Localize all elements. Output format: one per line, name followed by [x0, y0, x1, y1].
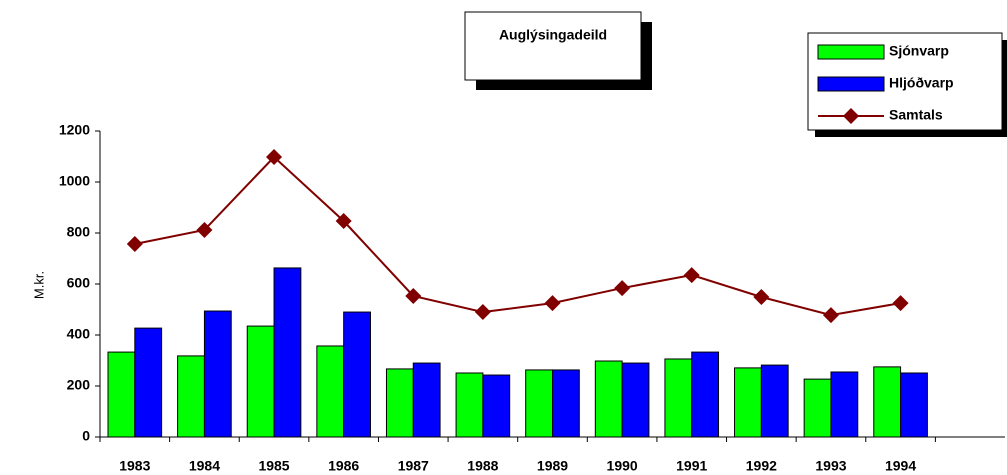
y-tick-label: 200	[67, 377, 91, 393]
legend-swatch	[817, 76, 885, 92]
bar	[107, 351, 136, 438]
chart-title: Auglýsingadeild	[499, 27, 607, 43]
bar	[900, 372, 928, 438]
y-axis-label: M.kr.	[31, 271, 46, 299]
bar	[246, 325, 275, 438]
legend-label: Hljóðvarp	[889, 75, 954, 91]
bar	[177, 355, 205, 438]
legend-label: Sjónvarp	[889, 43, 949, 59]
bar	[134, 327, 163, 438]
line-marker	[683, 267, 700, 284]
bar	[385, 368, 414, 438]
x-tick-label: 1986	[328, 458, 359, 474]
x-tick-label: 1988	[467, 458, 498, 474]
x-tick-label: 1987	[398, 458, 429, 474]
line-marker	[474, 304, 491, 321]
x-tick-label: 1984	[189, 458, 220, 474]
bar	[412, 362, 441, 438]
y-tick-label: 1200	[59, 122, 90, 138]
legend-label: Samtals	[889, 107, 943, 123]
title-box	[464, 11, 642, 81]
x-tick-label: 1994	[885, 458, 916, 474]
legend-swatch	[817, 44, 885, 60]
x-tick-label: 1983	[119, 458, 150, 474]
x-tick-label: 1993	[815, 458, 846, 474]
line-marker	[822, 307, 839, 324]
line-marker	[335, 213, 352, 230]
bar	[316, 345, 345, 438]
x-tick-label: 1991	[676, 458, 707, 474]
line-marker	[753, 289, 770, 306]
x-tick-label: 1985	[258, 458, 289, 474]
line-marker	[892, 295, 909, 312]
x-tick-label: 1990	[607, 458, 638, 474]
y-tick-label: 0	[82, 428, 90, 444]
line-marker	[126, 235, 143, 252]
bar	[691, 351, 720, 438]
bar	[552, 369, 580, 438]
line	[134, 155, 901, 317]
y-tick-label: 600	[67, 275, 91, 291]
bar	[482, 374, 511, 438]
bar	[803, 378, 832, 438]
x-tick-label: 1992	[746, 458, 777, 474]
bar	[734, 367, 762, 438]
x-tick-label: 1989	[537, 458, 568, 474]
line-marker	[544, 295, 561, 312]
bar	[343, 311, 371, 438]
y-tick-label: 400	[67, 326, 91, 342]
line-marker	[614, 280, 631, 297]
bar	[830, 371, 859, 438]
line-marker	[266, 149, 283, 166]
bar	[664, 358, 693, 438]
bar	[203, 310, 232, 438]
bar	[525, 369, 554, 438]
bar	[760, 364, 789, 438]
bar	[594, 360, 623, 438]
line-marker	[196, 221, 213, 238]
line-marker	[405, 287, 422, 304]
bar	[873, 366, 902, 438]
y-tick-label: 1000	[59, 173, 90, 189]
bar	[455, 372, 484, 438]
bar	[621, 362, 650, 438]
y-tick-label: 800	[67, 224, 91, 240]
bar	[273, 267, 302, 438]
line-marker	[843, 108, 859, 124]
